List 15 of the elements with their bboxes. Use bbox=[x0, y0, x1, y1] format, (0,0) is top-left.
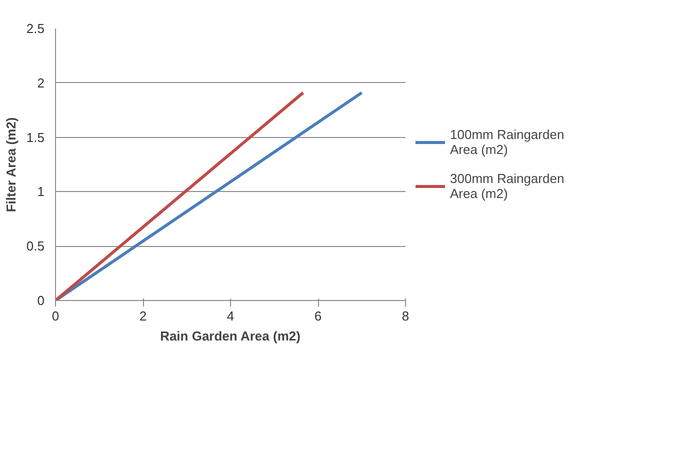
x-tick-label: 0 bbox=[52, 308, 60, 324]
x-tick-label: 4 bbox=[226, 308, 234, 324]
y-axis-title: Filter Area (m2) bbox=[3, 117, 18, 212]
x-axis-title: Rain Garden Area (m2) bbox=[160, 328, 300, 344]
legend-label: 300mm Raingarden Area (m2) bbox=[450, 171, 564, 201]
y-tick-label: 1.5 bbox=[26, 130, 45, 145]
y-tick-label: 2.5 bbox=[26, 21, 45, 36]
y-tick-label: 0.5 bbox=[26, 238, 45, 254]
y-tick-label: 1 bbox=[37, 184, 45, 200]
x-tick-label: 6 bbox=[314, 308, 322, 324]
x-tick-label: 2 bbox=[139, 308, 147, 324]
y-tick-label: 2 bbox=[37, 75, 45, 90]
legend-label: 100mm Raingarden Area (m2) bbox=[450, 127, 564, 157]
y-tick-label: 0 bbox=[37, 293, 45, 308]
x-tick-label: 8 bbox=[402, 308, 410, 324]
